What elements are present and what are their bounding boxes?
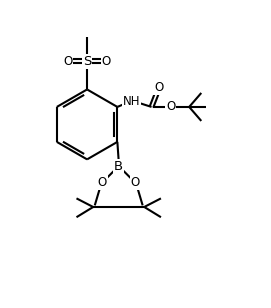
Text: NH: NH bbox=[122, 95, 140, 107]
Text: O: O bbox=[63, 55, 72, 68]
Text: S: S bbox=[83, 55, 91, 68]
Text: O: O bbox=[97, 176, 107, 189]
Text: B: B bbox=[114, 160, 123, 172]
Text: O: O bbox=[102, 55, 111, 68]
Text: O: O bbox=[131, 176, 140, 189]
Text: O: O bbox=[166, 100, 176, 113]
Text: O: O bbox=[154, 81, 164, 94]
